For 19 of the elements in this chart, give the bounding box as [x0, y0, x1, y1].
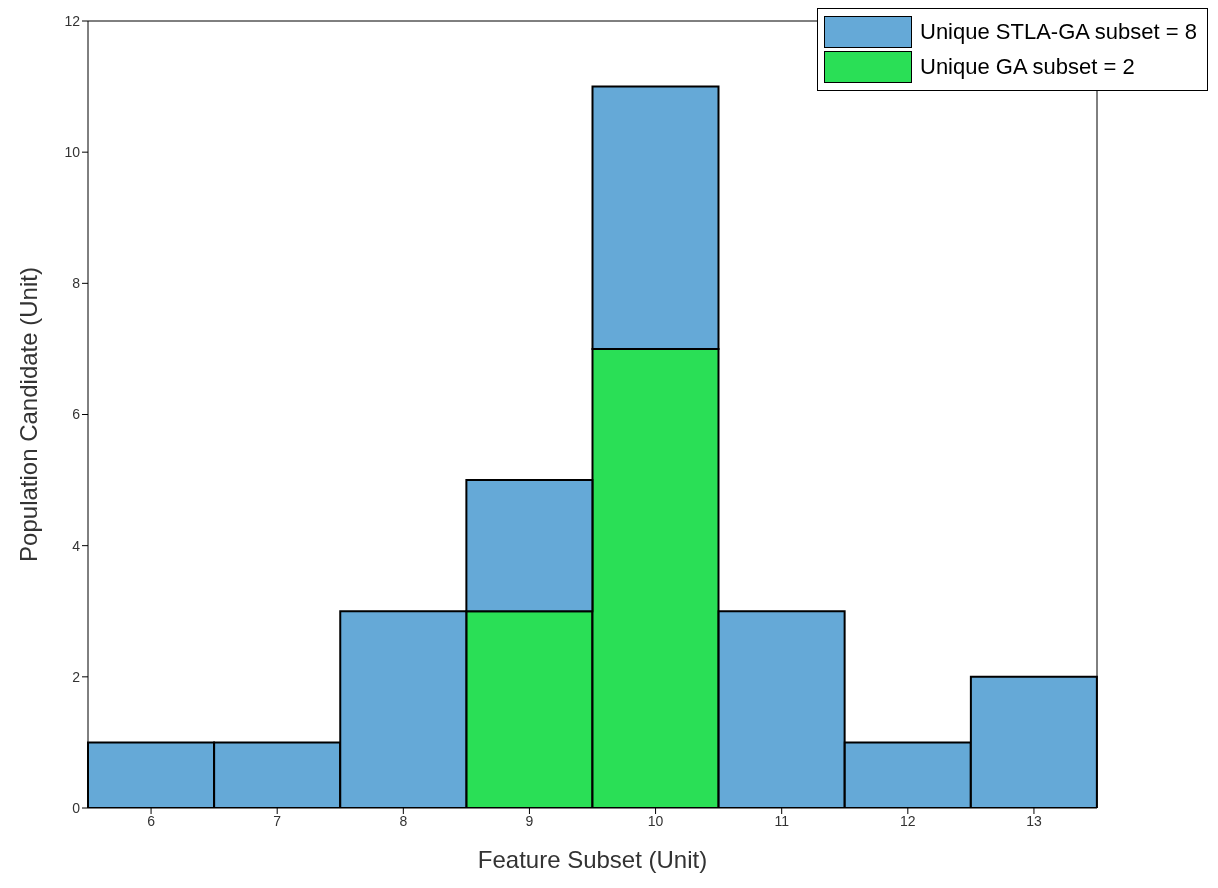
y-tick-label: 4: [72, 537, 81, 554]
y-tick-label: 2: [72, 668, 81, 685]
x-tick-label: 8: [399, 812, 408, 829]
x-tick-label: 12: [900, 812, 916, 829]
x-tick-label: 6: [147, 812, 156, 829]
x-axis-title: Feature Subset (Unit): [477, 846, 708, 873]
legend-label: Unique STLA-GA subset = 8: [920, 19, 1197, 45]
x-tick-label: 11: [774, 812, 790, 829]
y-tick-label: 6: [72, 406, 81, 423]
x-tick-label: 10: [647, 812, 664, 829]
legend-label: Unique GA subset = 2: [920, 54, 1135, 80]
y-axis-title: Population Candidate (Unit): [14, 267, 42, 562]
x-tick-label: 7: [273, 812, 282, 829]
y-tick-label: 0: [72, 799, 81, 816]
y-tick-label: 10: [64, 144, 81, 161]
x-tick-label: 9: [525, 812, 534, 829]
y-tick-label: 8: [72, 275, 81, 292]
x-tick-label: 13: [1026, 812, 1042, 829]
y-tick-label: 12: [64, 12, 81, 29]
